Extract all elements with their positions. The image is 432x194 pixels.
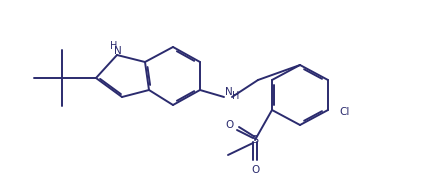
Text: O: O <box>251 165 259 175</box>
Text: N: N <box>225 87 233 97</box>
Text: O: O <box>225 120 233 130</box>
Text: S: S <box>251 135 259 145</box>
Text: H: H <box>232 91 240 101</box>
Text: H: H <box>110 41 118 51</box>
Text: N: N <box>114 46 122 56</box>
Text: Cl: Cl <box>340 107 350 117</box>
